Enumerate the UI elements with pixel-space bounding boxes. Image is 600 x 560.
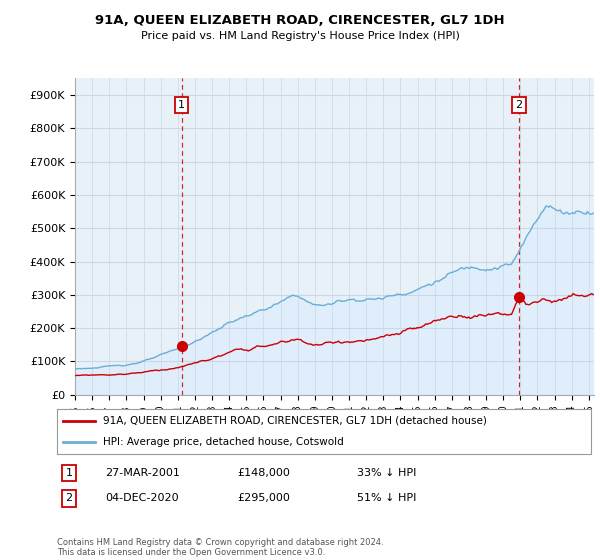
Text: 1: 1 [65,468,73,478]
Text: Contains HM Land Registry data © Crown copyright and database right 2024.
This d: Contains HM Land Registry data © Crown c… [57,538,383,557]
Text: 1: 1 [178,100,185,110]
Text: HPI: Average price, detached house, Cotswold: HPI: Average price, detached house, Cots… [103,436,344,446]
Text: 2: 2 [65,493,73,503]
Text: 33% ↓ HPI: 33% ↓ HPI [357,468,416,478]
Text: 91A, QUEEN ELIZABETH ROAD, CIRENCESTER, GL7 1DH: 91A, QUEEN ELIZABETH ROAD, CIRENCESTER, … [95,14,505,27]
Text: Price paid vs. HM Land Registry's House Price Index (HPI): Price paid vs. HM Land Registry's House … [140,31,460,41]
Text: 91A, QUEEN ELIZABETH ROAD, CIRENCESTER, GL7 1DH (detached house): 91A, QUEEN ELIZABETH ROAD, CIRENCESTER, … [103,416,487,426]
Text: 04-DEC-2020: 04-DEC-2020 [105,493,179,503]
Text: 51% ↓ HPI: 51% ↓ HPI [357,493,416,503]
Text: 27-MAR-2001: 27-MAR-2001 [105,468,180,478]
Text: 2: 2 [515,100,523,110]
Text: £295,000: £295,000 [237,493,290,503]
Text: £148,000: £148,000 [237,468,290,478]
